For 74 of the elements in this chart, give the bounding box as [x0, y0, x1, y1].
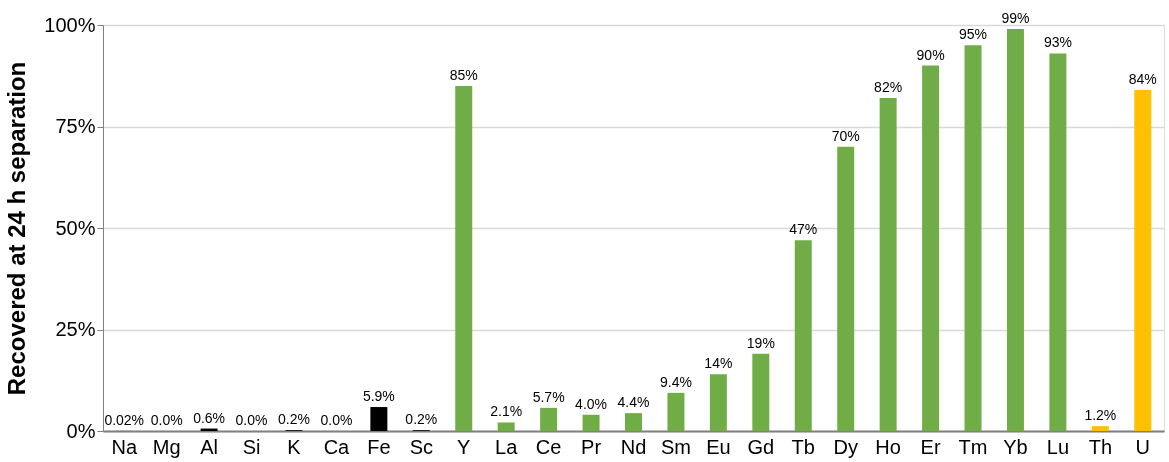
data-label: 4.0% — [575, 395, 608, 412]
data-label: 47% — [789, 221, 818, 238]
x-tick-label: Sm — [660, 435, 691, 458]
y-axis-title: Recovered at 24 h separation — [3, 61, 31, 396]
data-label: 0.0% — [150, 412, 183, 428]
data-label: 82% — [874, 79, 903, 96]
bar — [837, 146, 855, 431]
data-label: 99% — [1001, 10, 1030, 27]
data-label: 0.6% — [193, 409, 226, 426]
bar — [370, 407, 388, 431]
data-label: 14% — [704, 355, 733, 372]
x-tick-label: Pr — [581, 435, 602, 458]
bar — [625, 413, 642, 431]
x-tick-label: Dy — [833, 435, 858, 458]
bar — [582, 414, 600, 431]
data-label: 85% — [449, 66, 478, 83]
bar — [752, 353, 770, 431]
data-label: 9.4% — [659, 373, 692, 390]
x-tick-label: Th — [1088, 435, 1113, 458]
data-label: 1.2% — [1084, 407, 1117, 424]
x-tick-label: Er — [920, 435, 941, 458]
data-label: 4.4% — [617, 394, 650, 411]
data-label: 95% — [959, 26, 988, 43]
data-label: 84% — [1128, 70, 1157, 87]
bar — [1006, 29, 1024, 431]
x-tick-label: Ca — [323, 435, 351, 458]
x-tick-label: Tb — [791, 435, 815, 458]
y-tick-label: 75% — [55, 115, 96, 137]
x-tick-label: Sc — [409, 435, 433, 458]
bar — [709, 374, 727, 431]
y-tick-label: 25% — [55, 318, 96, 340]
x-tick-label: Mg — [152, 435, 181, 458]
bar — [540, 407, 558, 431]
x-tick-label: Eu — [706, 435, 731, 458]
x-tick-label: La — [495, 435, 519, 458]
bar — [455, 85, 473, 431]
x-tick-label: Fe — [367, 435, 391, 458]
x-tick-label: K — [287, 435, 302, 458]
data-label: 93% — [1043, 34, 1072, 51]
data-label: 5.9% — [362, 388, 395, 405]
x-tick-label: Yb — [1003, 435, 1028, 458]
x-tick-label: Nd — [620, 435, 647, 458]
data-label: 90% — [916, 46, 945, 63]
bar — [964, 45, 982, 431]
data-label: 0.02% — [104, 411, 145, 428]
data-label: 19% — [746, 334, 775, 351]
x-tick-label: Al — [200, 435, 218, 458]
data-label: 5.7% — [532, 388, 565, 405]
data-label: 0.0% — [320, 412, 353, 428]
x-tick-label: Na — [111, 435, 138, 458]
x-tick-label: Y — [457, 435, 471, 458]
x-tick-label: Ce — [535, 435, 562, 458]
bar — [497, 422, 515, 431]
data-label: 0.2% — [405, 411, 438, 428]
data-label: 2.1% — [490, 403, 523, 420]
bar — [794, 240, 812, 431]
bar — [1091, 426, 1109, 431]
y-tick-label: 100% — [44, 13, 96, 36]
y-tick-label: 0% — [66, 419, 96, 442]
x-tick-label: Tm — [958, 435, 988, 458]
x-tick-label: Si — [242, 435, 261, 458]
bar — [1049, 53, 1067, 431]
bar — [1134, 89, 1152, 431]
bar — [667, 392, 685, 431]
data-label: 0.2% — [278, 411, 310, 428]
y-tick-label: 50% — [55, 216, 96, 239]
bar — [879, 98, 897, 431]
data-label: 70% — [831, 127, 860, 144]
x-tick-label: Ho — [875, 435, 901, 458]
x-tick-label: Lu — [1046, 435, 1070, 458]
x-tick-label: Gd — [747, 435, 775, 458]
x-tick-label: U — [1135, 435, 1151, 458]
data-label: 0.0% — [235, 412, 268, 428]
bar — [922, 65, 940, 431]
